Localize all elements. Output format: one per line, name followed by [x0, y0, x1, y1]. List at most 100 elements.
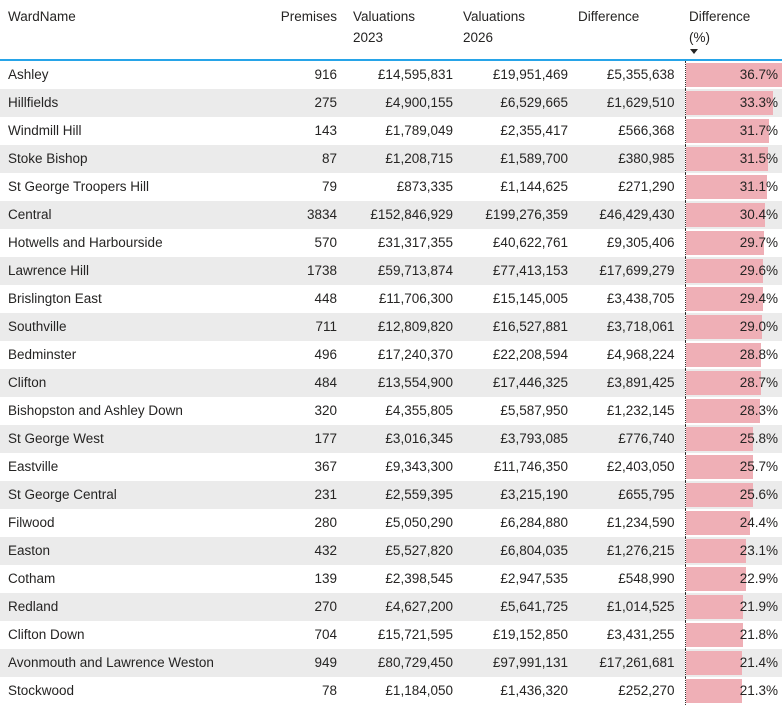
cell-valuations-2026: £40,622,761 — [455, 229, 570, 257]
table-row[interactable]: Lawrence Hill 1738 £59,713,874 £77,413,1… — [0, 257, 782, 285]
table-row[interactable]: Ashley 916 £14,595,831 £19,951,469 £5,35… — [0, 60, 782, 89]
cell-difference: £9,305,406 — [570, 229, 685, 257]
table-row[interactable]: Clifton 484 £13,554,900 £17,446,325 £3,8… — [0, 369, 782, 397]
cell-valuations-2026: £6,284,880 — [455, 509, 570, 537]
cell-premises: 87 — [265, 145, 345, 173]
cell-valuations-2023: £1,789,049 — [345, 117, 455, 145]
cell-difference: £5,355,638 — [570, 60, 685, 89]
cell-premises: 231 — [265, 481, 345, 509]
table-row[interactable]: Stoke Bishop 87 £1,208,715 £1,589,700 £3… — [0, 145, 782, 173]
cell-wardname: Lawrence Hill — [0, 257, 265, 285]
cell-valuations-2023: £2,559,395 — [345, 481, 455, 509]
cell-premises: 280 — [265, 509, 345, 537]
cell-valuations-2026: £97,991,131 — [455, 649, 570, 677]
table-row[interactable]: Stockwood 78 £1,184,050 £1,436,320 £252,… — [0, 677, 782, 705]
cell-wardname: Windmill Hill — [0, 117, 265, 145]
cell-premises: 143 — [265, 117, 345, 145]
difference-pct-value: 33.3% — [740, 95, 778, 110]
cell-wardname: Stockwood — [0, 677, 265, 705]
cell-premises: 496 — [265, 341, 345, 369]
cell-wardname: St George Central — [0, 481, 265, 509]
cell-wardname: Stoke Bishop — [0, 145, 265, 173]
difference-pct-value: 21.9% — [740, 599, 778, 614]
cell-valuations-2026: £11,746,350 — [455, 453, 570, 481]
column-header-wardname[interactable]: WardName — [0, 0, 265, 60]
cell-valuations-2023: £5,050,290 — [345, 509, 455, 537]
sort-descending-icon[interactable] — [690, 49, 698, 54]
table-row[interactable]: Hotwells and Harbourside 570 £31,317,355… — [0, 229, 782, 257]
cell-valuations-2026: £19,951,469 — [455, 60, 570, 89]
cell-difference: £3,431,255 — [570, 621, 685, 649]
cell-difference: £1,232,145 — [570, 397, 685, 425]
table-row[interactable]: Windmill Hill 143 £1,789,049 £2,355,417 … — [0, 117, 782, 145]
column-header-difference-pct[interactable]: Difference (%) — [685, 0, 782, 60]
cell-premises: 275 — [265, 89, 345, 117]
cell-wardname: Ashley — [0, 60, 265, 89]
cell-difference-pct: 29.4% — [685, 285, 782, 313]
cell-difference-pct: 21.3% — [685, 677, 782, 705]
cell-premises: 139 — [265, 565, 345, 593]
cell-premises: 570 — [265, 229, 345, 257]
cell-difference-pct: 22.9% — [685, 565, 782, 593]
cell-valuations-2026: £5,641,725 — [455, 593, 570, 621]
cell-difference: £380,985 — [570, 145, 685, 173]
cell-difference: £4,968,224 — [570, 341, 685, 369]
cell-valuations-2026: £5,587,950 — [455, 397, 570, 425]
cell-difference-pct: 28.8% — [685, 341, 782, 369]
column-header-difference[interactable]: Difference — [570, 0, 685, 60]
cell-premises: 916 — [265, 60, 345, 89]
cell-wardname: Central — [0, 201, 265, 229]
cell-valuations-2026: £6,804,035 — [455, 537, 570, 565]
cell-valuations-2023: £1,184,050 — [345, 677, 455, 705]
cell-wardname: Southville — [0, 313, 265, 341]
cell-difference: £1,276,215 — [570, 537, 685, 565]
cell-valuations-2023: £17,240,370 — [345, 341, 455, 369]
table-row[interactable]: Avonmouth and Lawrence Weston 949 £80,72… — [0, 649, 782, 677]
table-row[interactable]: Redland 270 £4,627,200 £5,641,725 £1,014… — [0, 593, 782, 621]
cell-wardname: Hotwells and Harbourside — [0, 229, 265, 257]
cell-difference: £3,438,705 — [570, 285, 685, 313]
cell-difference-pct: 33.3% — [685, 89, 782, 117]
cell-difference-pct: 36.7% — [685, 60, 782, 89]
table-row[interactable]: Central 3834 £152,846,929 £199,276,359 £… — [0, 201, 782, 229]
cell-difference-pct: 28.7% — [685, 369, 782, 397]
cell-difference-pct: 25.8% — [685, 425, 782, 453]
table-row[interactable]: Bedminster 496 £17,240,370 £22,208,594 £… — [0, 341, 782, 369]
cell-valuations-2026: £19,152,850 — [455, 621, 570, 649]
table-row[interactable]: Bishopston and Ashley Down 320 £4,355,80… — [0, 397, 782, 425]
cell-premises: 711 — [265, 313, 345, 341]
table-row[interactable]: Clifton Down 704 £15,721,595 £19,152,850… — [0, 621, 782, 649]
table-row[interactable]: Hillfields 275 £4,900,155 £6,529,665 £1,… — [0, 89, 782, 117]
difference-pct-value: 24.4% — [740, 515, 778, 530]
table-row[interactable]: Eastville 367 £9,343,300 £11,746,350 £2,… — [0, 453, 782, 481]
table-row[interactable]: St George Central 231 £2,559,395 £3,215,… — [0, 481, 782, 509]
column-header-valuations-2023[interactable]: Valuations 2023 — [345, 0, 455, 60]
cell-difference: £17,699,279 — [570, 257, 685, 285]
table-row[interactable]: St George Troopers Hill 79 £873,335 £1,1… — [0, 173, 782, 201]
cell-difference: £46,429,430 — [570, 201, 685, 229]
cell-valuations-2026: £2,355,417 — [455, 117, 570, 145]
cell-wardname: Cotham — [0, 565, 265, 593]
column-header-valuations-2026[interactable]: Valuations 2026 — [455, 0, 570, 60]
difference-pct-value: 36.7% — [740, 67, 778, 82]
cell-difference-pct: 25.6% — [685, 481, 782, 509]
cell-difference: £776,740 — [570, 425, 685, 453]
column-header-premises[interactable]: Premises — [265, 0, 345, 60]
cell-valuations-2023: £873,335 — [345, 173, 455, 201]
table-row[interactable]: Cotham 139 £2,398,545 £2,947,535 £548,99… — [0, 565, 782, 593]
table-row[interactable]: Brislington East 448 £11,706,300 £15,145… — [0, 285, 782, 313]
cell-valuations-2023: £9,343,300 — [345, 453, 455, 481]
cell-valuations-2023: £11,706,300 — [345, 285, 455, 313]
cell-valuations-2023: £2,398,545 — [345, 565, 455, 593]
cell-difference-pct: 29.7% — [685, 229, 782, 257]
table-row[interactable]: Southville 711 £12,809,820 £16,527,881 £… — [0, 313, 782, 341]
table-row[interactable]: Filwood 280 £5,050,290 £6,284,880 £1,234… — [0, 509, 782, 537]
cell-difference-pct: 21.8% — [685, 621, 782, 649]
cell-wardname: Hillfields — [0, 89, 265, 117]
cell-valuations-2026: £199,276,359 — [455, 201, 570, 229]
cell-premises: 320 — [265, 397, 345, 425]
cell-premises: 367 — [265, 453, 345, 481]
table-row[interactable]: St George West 177 £3,016,345 £3,793,085… — [0, 425, 782, 453]
table-row[interactable]: Easton 432 £5,527,820 £6,804,035 £1,276,… — [0, 537, 782, 565]
